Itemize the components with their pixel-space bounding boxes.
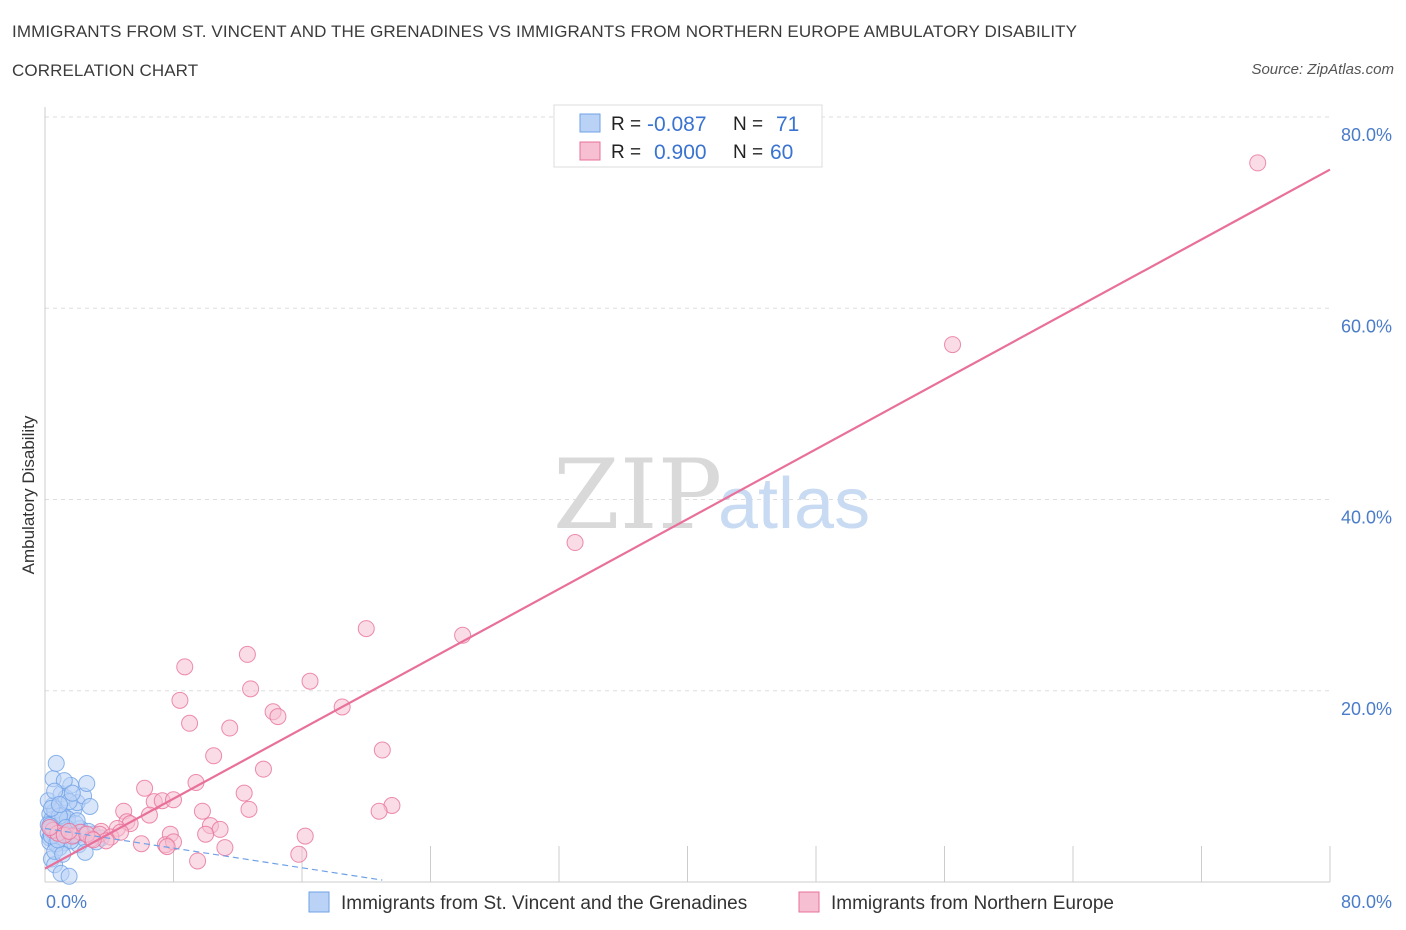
point-pink-27 (193, 802, 211, 820)
y-tick-label-2: 60.0% (1341, 316, 1392, 336)
point-pink-53 (60, 822, 78, 840)
point-blue-69 (63, 784, 81, 802)
point-pink-17 (254, 760, 272, 778)
trendline-blue (44, 827, 383, 881)
point-pink-58 (41, 818, 59, 836)
chart-title-line-1: IMMIGRANTS FROM ST. VINCENT AND THE GREN… (12, 22, 1078, 41)
stats-r-value-pink: 0.900 (654, 141, 707, 164)
point-pink-25 (240, 800, 258, 818)
stats-swatch-pink (579, 141, 601, 161)
point-pink-20 (235, 784, 253, 802)
point-pink-0 (1249, 154, 1267, 172)
point-blue-36 (60, 867, 78, 885)
stats-r-value-blue: -0.087 (647, 113, 707, 136)
point-blue-32 (81, 797, 99, 815)
point-pink-16 (205, 747, 223, 765)
point-pink-55 (189, 852, 207, 870)
y-axis-label: Ambulatory Disability (19, 415, 38, 574)
stats-n-label-pink: N = (733, 142, 763, 163)
y-tick-label-0: 20.0% (1341, 699, 1392, 719)
point-pink-38 (197, 825, 215, 843)
watermark-zip: ZIP (553, 439, 722, 551)
gridlines (45, 116, 1330, 692)
point-pink-19 (136, 779, 154, 797)
point-pink-13 (181, 714, 199, 732)
point-pink-6 (176, 658, 194, 676)
stats-r-label-blue: R = (611, 114, 641, 135)
point-pink-12 (269, 708, 287, 726)
point-pink-14 (221, 719, 239, 737)
chart-title-line-2: CORRELATION CHART (12, 61, 199, 80)
point-pink-43 (296, 827, 314, 845)
point-pink-8 (242, 680, 260, 698)
source-label: Source: ZipAtlas.com (1251, 61, 1394, 78)
stats-r-label-pink: R = (611, 142, 641, 163)
point-blue-21 (47, 754, 65, 772)
point-blue-31 (78, 775, 96, 793)
stats-n-label-blue: N = (733, 114, 763, 135)
series-legend: Immigrants from St. Vincent and the Gren… (308, 891, 1114, 914)
stats-n-value-pink: 60 (770, 141, 793, 164)
x-tick-label-1: 80.0% (1341, 892, 1392, 912)
x-tick-label-0: 0.0% (46, 892, 87, 912)
y-tick-label-1: 40.0% (1341, 508, 1392, 528)
point-pink-33 (211, 820, 229, 838)
point-pink-5 (238, 645, 256, 663)
point-pink-9 (171, 691, 189, 709)
legend-label-pink: Immigrants from Northern Europe (831, 893, 1114, 914)
tick-labels: 20.0% 40.0% 60.0% 80.0% 0.0% 80.0% (46, 125, 1392, 912)
stats-swatch-blue (579, 113, 601, 133)
point-pink-2 (566, 534, 584, 552)
legend-swatch-blue (308, 891, 330, 913)
legend-swatch-pink (798, 891, 820, 913)
stats-n-value-blue: 71 (776, 113, 799, 136)
watermark-atlas: atlas (718, 464, 870, 544)
trendline-pink (44, 168, 1331, 870)
point-pink-56 (290, 845, 308, 863)
legend-label-blue: Immigrants from St. Vincent and the Gren… (341, 893, 747, 914)
y-tick-label-3: 80.0% (1341, 125, 1392, 145)
point-pink-45 (132, 835, 150, 853)
point-blue-65 (55, 772, 73, 790)
point-pink-28 (370, 802, 388, 820)
stats-legend: R = -0.087 N = 71 R = 0.900 N = 60 (553, 104, 823, 168)
point-pink-7 (301, 672, 319, 690)
point-blue-70 (50, 796, 68, 814)
point-pink-1 (944, 336, 962, 354)
point-pink-15 (373, 741, 391, 759)
point-pink-47 (216, 839, 234, 857)
point-pink-3 (357, 620, 375, 638)
trendlines (44, 168, 1331, 881)
